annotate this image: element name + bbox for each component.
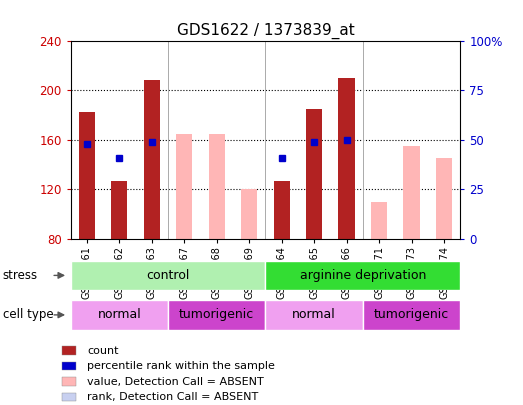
Bar: [266, 300, 363, 330]
Bar: [176, 134, 192, 239]
Text: control: control: [146, 269, 190, 282]
Bar: [71, 261, 266, 290]
Text: tumorigenic: tumorigenic: [179, 308, 254, 322]
Bar: [306, 109, 322, 239]
Text: stress: stress: [3, 269, 38, 282]
Bar: [62, 346, 76, 355]
Text: tumorigenic: tumorigenic: [374, 308, 449, 322]
Text: cell type: cell type: [3, 308, 53, 322]
Bar: [111, 181, 128, 239]
Bar: [62, 362, 76, 370]
Bar: [79, 113, 95, 239]
Bar: [209, 134, 225, 239]
Text: percentile rank within the sample: percentile rank within the sample: [87, 361, 275, 371]
Bar: [363, 300, 460, 330]
Bar: [266, 261, 460, 290]
Text: count: count: [87, 345, 119, 356]
Title: GDS1622 / 1373839_at: GDS1622 / 1373839_at: [177, 23, 354, 39]
Bar: [338, 78, 355, 239]
Bar: [371, 202, 387, 239]
Text: normal: normal: [97, 308, 141, 322]
Text: rank, Detection Call = ABSENT: rank, Detection Call = ABSENT: [87, 392, 258, 402]
Bar: [71, 300, 168, 330]
Bar: [62, 393, 76, 401]
Bar: [62, 377, 76, 386]
Bar: [403, 146, 419, 239]
Text: value, Detection Call = ABSENT: value, Detection Call = ABSENT: [87, 377, 264, 387]
Bar: [144, 80, 160, 239]
Bar: [274, 181, 290, 239]
Text: normal: normal: [292, 308, 336, 322]
Bar: [241, 190, 257, 239]
Text: arginine deprivation: arginine deprivation: [300, 269, 426, 282]
Bar: [168, 300, 266, 330]
Bar: [436, 158, 452, 239]
